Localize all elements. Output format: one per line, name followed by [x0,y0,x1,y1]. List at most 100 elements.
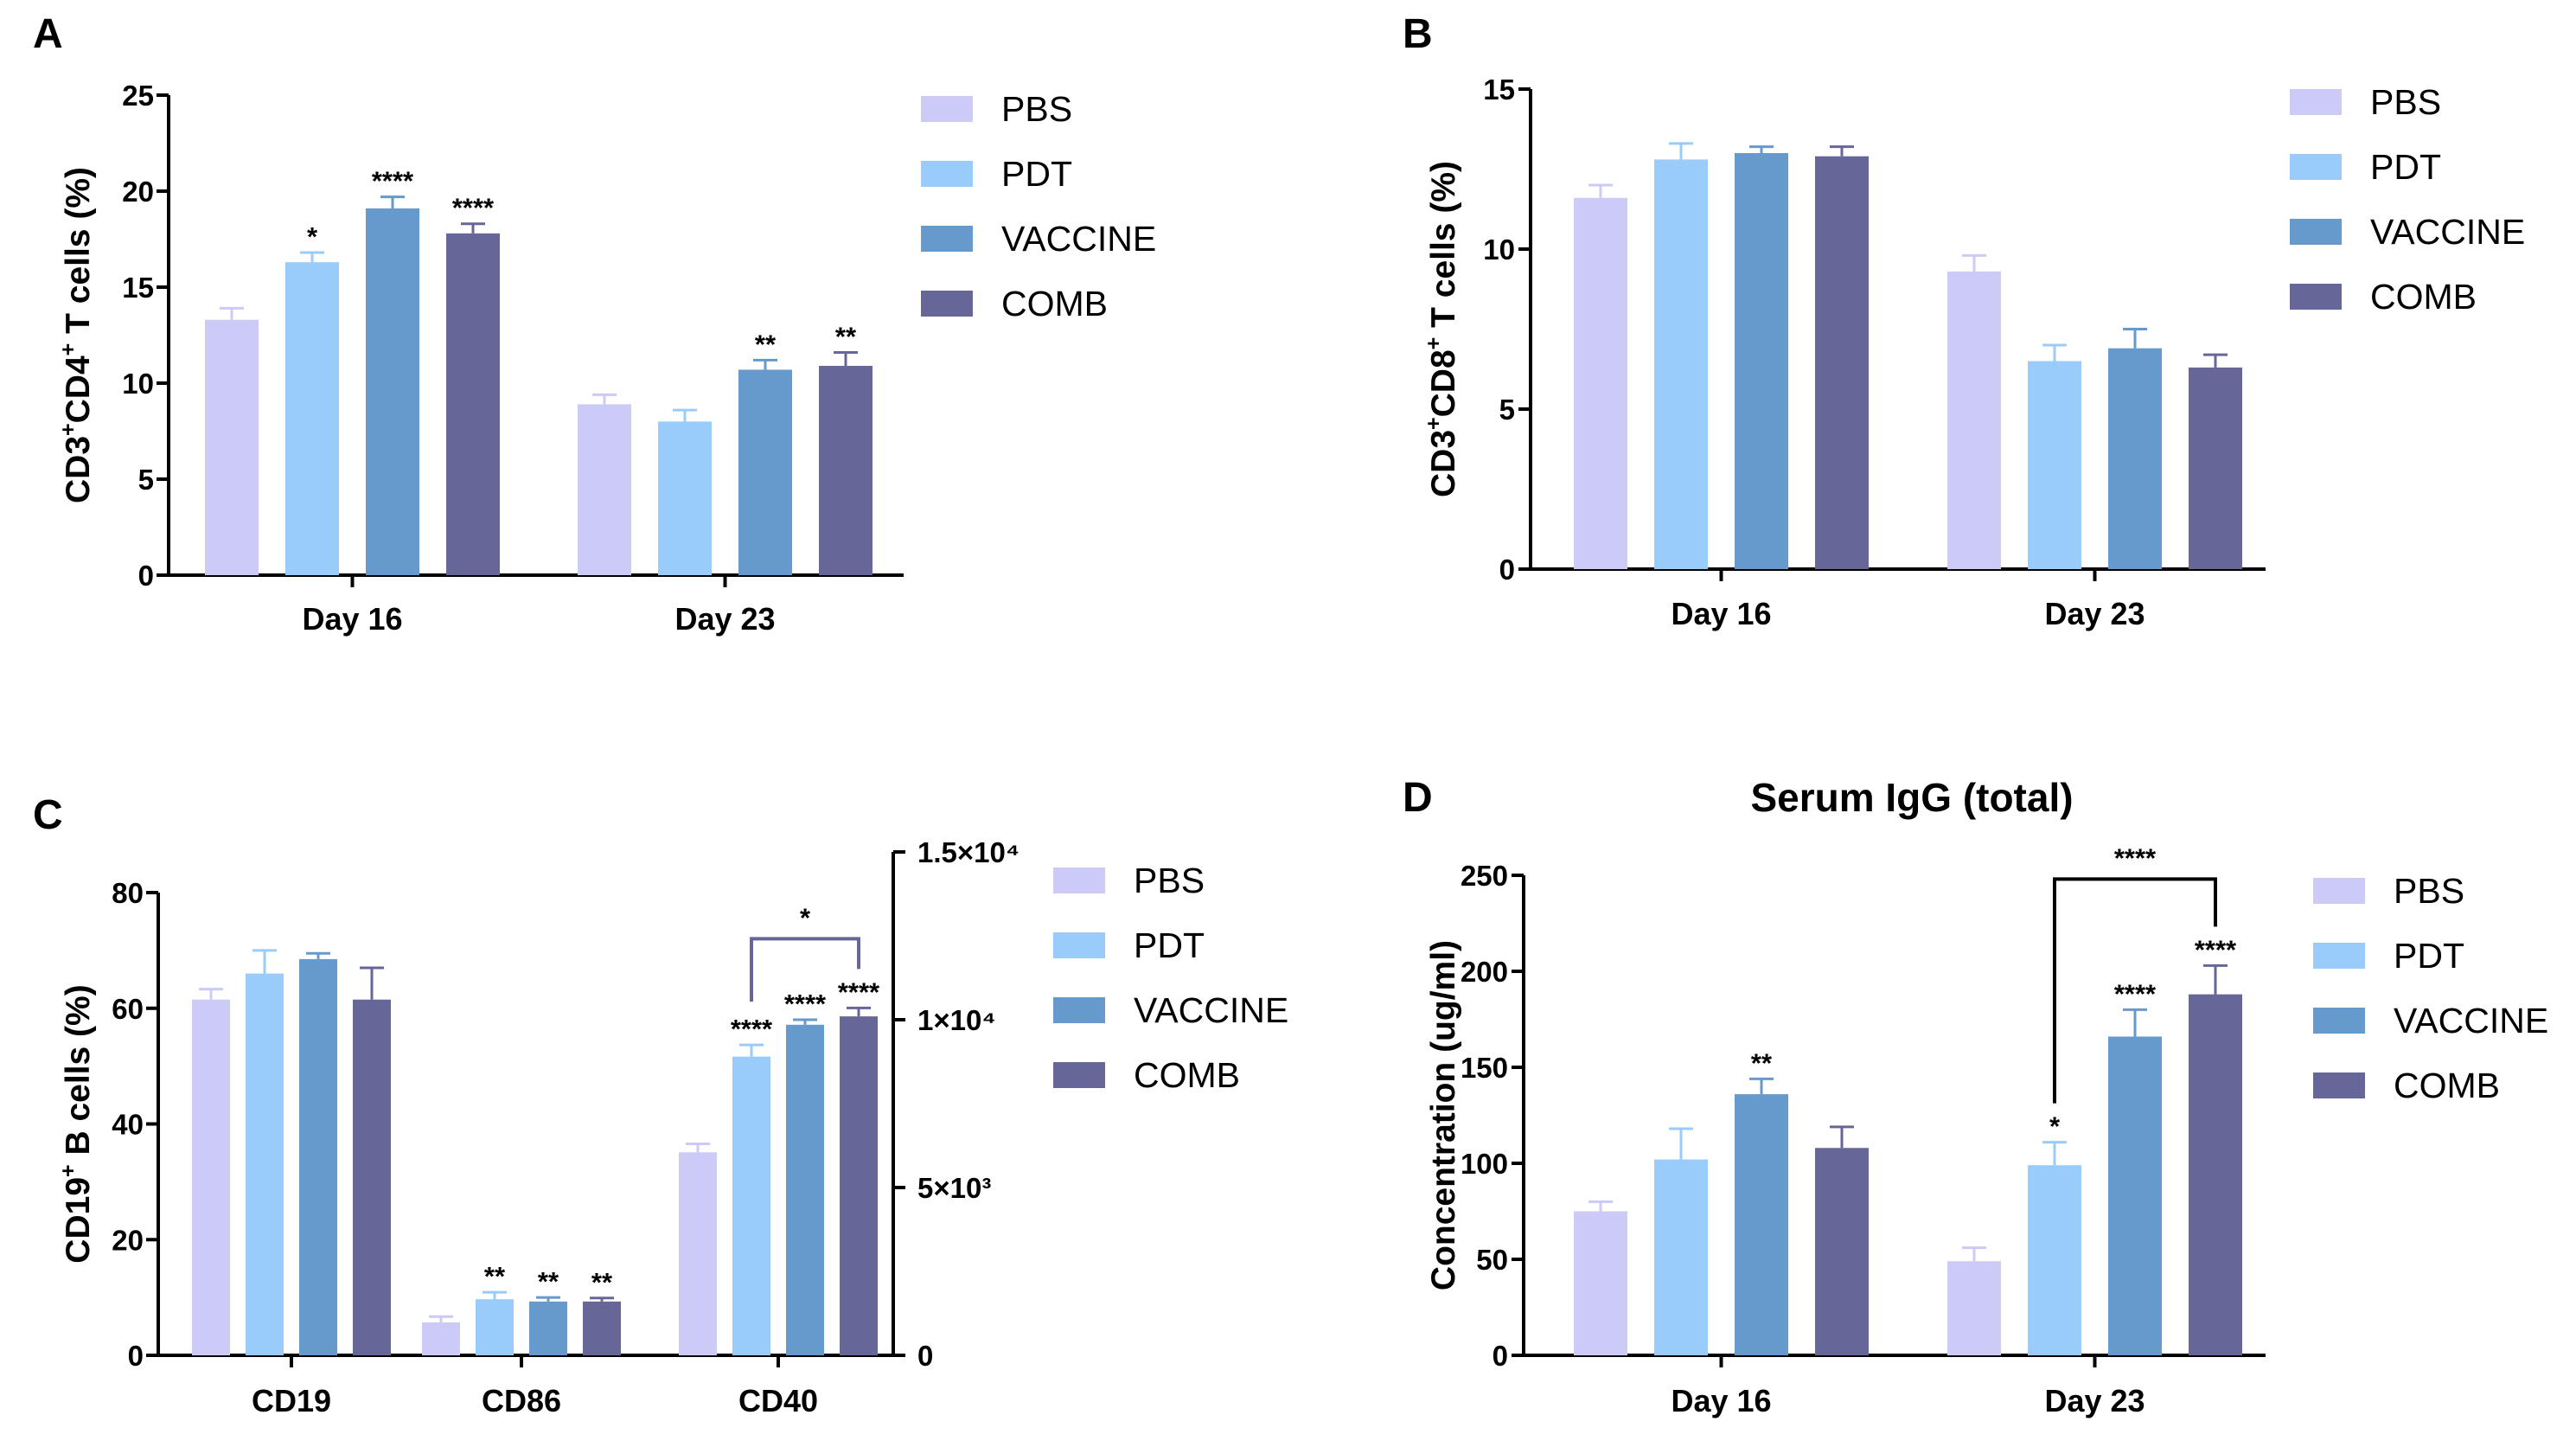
legend-label-pdt: PDT [1001,154,1072,194]
legend-swatch-pdt [2290,154,2342,180]
significance-label: ** [755,329,777,359]
significance-label: ** [1751,1047,1773,1078]
y-tick-label: 40 [112,1109,144,1141]
x-tick-label: Day 16 [1671,596,1771,631]
legend-swatch-vaccine [2290,219,2342,245]
y-tick-label: 10 [122,368,154,400]
bar-pdt [246,973,284,1355]
significance-label: **** [2195,934,2237,964]
bar-pdt [1654,159,1708,569]
legend-swatch-vaccine [1053,997,1105,1023]
y-axis-label: CD3+CD4+ T cells (%) [56,167,97,503]
x-tick-label: Day 16 [1671,1383,1771,1418]
legend-swatch-vaccine [921,226,973,252]
x-tick-label: Day 16 [302,601,402,637]
bar-vaccine [529,1301,567,1355]
y-tick-label: 25 [122,80,154,112]
chart-panel-d: D Serum IgG (total) 0 50 100 150 200 250 Concent… [1403,775,2548,1418]
x-tick-label: Day 23 [2044,596,2145,631]
panel-letter: B [1403,11,1433,57]
panel-letter: D [1403,775,1433,821]
chart-title: Serum IgG (total) [1750,775,2073,820]
y-tick-label: 5 [138,464,154,496]
legend-label-pbs: PBS [1001,89,1072,129]
legend-label-comb: COMB [2370,277,2477,317]
chart-panel-c: C 0 20 40 60 80 0 5×10³ 1×10⁴ 1.5×10⁴ CD19+ B cell… [33,792,1288,1418]
legend-swatch-pbs [2290,89,2342,115]
bar-vaccine [299,958,337,1355]
y-tick-label: 0 [1499,554,1515,586]
significance-bracket [750,937,860,1002]
bar-pbs [679,1152,717,1355]
legend-label-vaccine: VACCINE [1134,990,1288,1030]
y-tick-label: 0 [128,1340,144,1372]
y-tick-label: 20 [112,1224,144,1256]
bar-pdt [476,1299,514,1355]
bar-comb [840,1016,878,1355]
legend-swatch-pdt [2313,943,2365,969]
legend-label-comb: COMB [2394,1066,2500,1105]
bar-vaccine [786,1024,824,1355]
bar-pdt [2028,361,2081,569]
significance-label: * [2049,1111,2061,1142]
bar-vaccine [2108,348,2162,569]
y-axis-label: CD19+ B cells (%) [56,984,97,1263]
y-tick-label: 15 [1483,74,1515,106]
bracket-label: * [800,902,811,932]
legend-label-comb: COMB [1134,1055,1240,1095]
panel-letter: C [33,792,63,838]
x-tick-label: CD19 [252,1383,331,1418]
bar-comb [446,233,500,575]
significance-label: **** [372,166,414,196]
legend-label-pdt: PDT [2394,936,2464,976]
y-tick-label: 15 [122,272,154,304]
bar-pdt [658,421,712,575]
legend-label-pbs: PBS [2394,871,2464,911]
legend-label-vaccine: VACCINE [2370,212,2525,252]
bar-comb [2189,994,2242,1355]
significance-label: ** [538,1266,559,1297]
y2-tick-label: 1.5×10⁴ [917,836,1020,868]
legend-swatch-pbs [2313,878,2365,904]
significance-label: **** [452,193,495,223]
y-tick-label: 150 [1461,1052,1508,1084]
bar-pdt [1654,1159,1708,1355]
legend-swatch-vaccine [2313,1008,2365,1034]
bar-pbs [1574,1211,1627,1355]
bar-vaccine [1735,153,1788,569]
bar-pdt [2028,1165,2081,1355]
bar-pbs [578,404,631,575]
bar-vaccine [738,369,792,575]
significance-label: **** [731,1014,773,1044]
bar-vaccine [1735,1094,1788,1355]
significance-label: * [307,221,318,252]
y-tick-label: 60 [112,993,144,1025]
bar-comb [353,999,391,1355]
y2-tick-label: 0 [917,1340,933,1372]
significance-bracket [2053,877,2217,1104]
bracket-label: **** [2114,842,2157,873]
bar-pbs [205,319,259,575]
bar-comb [819,366,873,575]
significance-label: ** [835,321,857,351]
legend-swatch-comb [1053,1062,1105,1088]
x-tick-label: CD86 [482,1383,561,1418]
y-tick-label: 250 [1461,860,1508,892]
significance-label: ** [484,1261,506,1291]
y-tick-label: 10 [1483,234,1515,266]
y-tick-label: 200 [1461,956,1508,988]
y-tick-label: 5 [1499,394,1515,426]
y2-tick-label: 1×10⁴ [917,1004,996,1036]
legend-swatch-pdt [921,161,973,187]
y-tick-label: 0 [138,560,154,592]
y-axis-label: CD3+CD8+ T cells (%) [1422,161,1462,497]
bar-comb [583,1301,621,1355]
legend-swatch-comb [921,291,973,317]
y-tick-label: 50 [1476,1244,1508,1276]
bar-pbs [1574,197,1627,570]
bar-pbs [422,1322,460,1355]
legend-label-pbs: PBS [1134,861,1205,900]
significance-label: **** [2114,978,2157,1008]
